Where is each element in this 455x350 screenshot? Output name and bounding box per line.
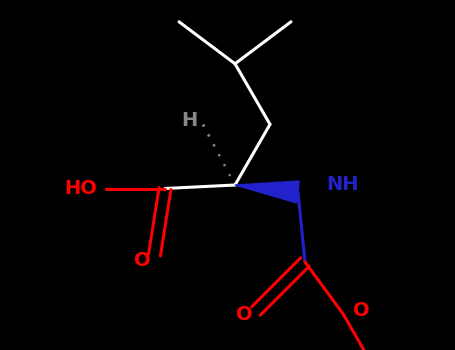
Text: NH: NH xyxy=(326,175,359,194)
Polygon shape xyxy=(235,181,299,203)
Text: O: O xyxy=(134,252,151,271)
Text: O: O xyxy=(354,301,370,320)
Text: HO: HO xyxy=(65,179,97,198)
Text: H: H xyxy=(182,111,197,130)
Text: O: O xyxy=(236,306,253,324)
